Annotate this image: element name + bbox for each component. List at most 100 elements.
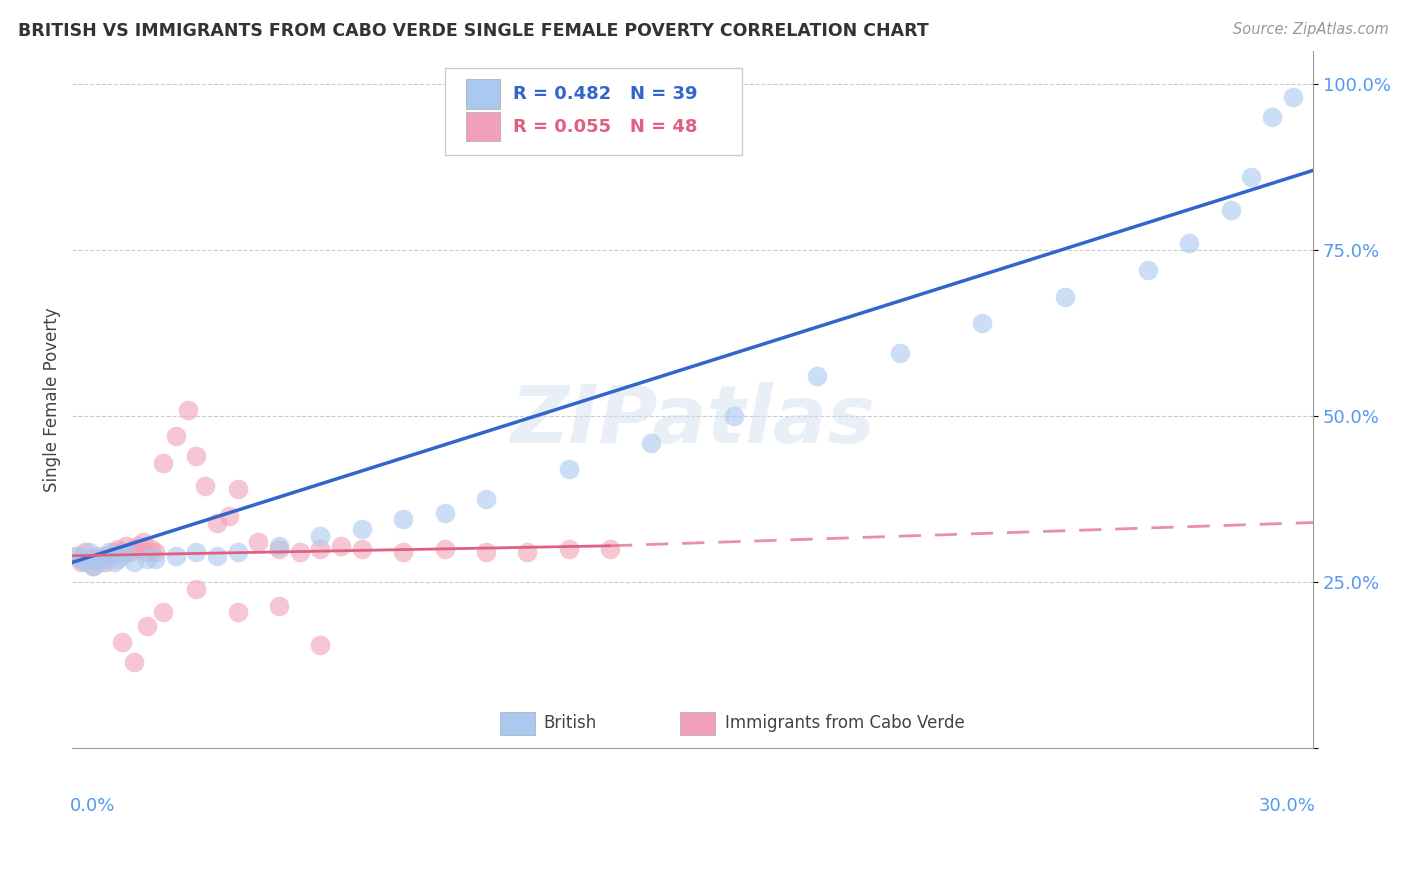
Text: R = 0.055   N = 48: R = 0.055 N = 48: [513, 118, 697, 136]
FancyBboxPatch shape: [465, 112, 501, 142]
Point: [218, 508, 240, 523]
Point: [1261, 110, 1284, 124]
Point: [165, 549, 187, 563]
Point: [98, 545, 121, 559]
Point: [557, 542, 579, 557]
Text: ZIPatlas: ZIPatlas: [510, 382, 876, 459]
Point: [475, 545, 498, 559]
Text: R = 0.482   N = 39: R = 0.482 N = 39: [513, 85, 697, 103]
Point: [82, 558, 104, 573]
Point: [194, 479, 217, 493]
Point: [226, 605, 249, 619]
Point: [475, 492, 498, 507]
Point: [205, 549, 228, 563]
Point: [86, 552, 108, 566]
Point: [90, 552, 112, 566]
FancyBboxPatch shape: [501, 712, 536, 734]
FancyBboxPatch shape: [465, 79, 501, 109]
Point: [127, 539, 149, 553]
Point: [65, 549, 87, 563]
Point: [69, 555, 91, 569]
Point: [73, 555, 96, 569]
Point: [1136, 263, 1159, 277]
Text: Source: ZipAtlas.com: Source: ZipAtlas.com: [1233, 22, 1389, 37]
Point: [107, 552, 129, 566]
Point: [124, 555, 146, 569]
Point: [152, 605, 174, 619]
Point: [107, 542, 129, 557]
Point: [139, 542, 162, 557]
Point: [135, 552, 157, 566]
Point: [186, 545, 208, 559]
Point: [267, 599, 290, 613]
Point: [94, 549, 117, 563]
Point: [226, 545, 249, 559]
Point: [186, 449, 208, 463]
Point: [131, 535, 153, 549]
Text: BRITISH VS IMMIGRANTS FROM CABO VERDE SINGLE FEMALE POVERTY CORRELATION CHART: BRITISH VS IMMIGRANTS FROM CABO VERDE SI…: [18, 22, 929, 40]
Point: [115, 539, 138, 553]
Text: British: British: [544, 714, 598, 732]
Point: [1219, 203, 1241, 218]
Point: [205, 516, 228, 530]
Point: [972, 316, 994, 330]
Point: [143, 545, 166, 559]
Point: [309, 639, 332, 653]
Point: [267, 542, 290, 557]
Y-axis label: Single Female Poverty: Single Female Poverty: [44, 307, 60, 491]
Point: [143, 552, 166, 566]
Point: [135, 618, 157, 632]
Point: [433, 542, 456, 557]
Point: [82, 558, 104, 573]
Point: [1178, 236, 1201, 251]
Point: [111, 549, 134, 563]
Point: [77, 545, 100, 559]
Point: [1054, 289, 1077, 303]
Point: [723, 409, 745, 424]
Point: [103, 545, 125, 559]
Point: [1281, 90, 1303, 104]
Point: [135, 545, 157, 559]
Point: [98, 549, 121, 563]
Point: [330, 539, 353, 553]
Point: [640, 435, 662, 450]
Point: [433, 506, 456, 520]
Point: [1240, 169, 1263, 184]
Point: [90, 555, 112, 569]
Point: [69, 552, 91, 566]
Point: [120, 545, 142, 559]
Point: [115, 545, 138, 559]
Point: [309, 529, 332, 543]
Point: [350, 522, 373, 536]
Point: [806, 369, 828, 384]
Point: [889, 346, 911, 360]
Point: [73, 545, 96, 559]
Point: [86, 549, 108, 563]
FancyBboxPatch shape: [444, 68, 742, 155]
Point: [599, 542, 621, 557]
Point: [165, 429, 187, 443]
Point: [111, 635, 134, 649]
Text: 30.0%: 30.0%: [1258, 797, 1316, 815]
Point: [392, 512, 415, 526]
Text: Immigrants from Cabo Verde: Immigrants from Cabo Verde: [725, 714, 965, 732]
Point: [124, 542, 146, 557]
Point: [557, 462, 579, 476]
Point: [65, 549, 87, 563]
Point: [124, 655, 146, 669]
Point: [152, 456, 174, 470]
Text: 0.0%: 0.0%: [70, 797, 115, 815]
Point: [103, 555, 125, 569]
Point: [350, 542, 373, 557]
Point: [186, 582, 208, 596]
Point: [94, 555, 117, 569]
Point: [309, 542, 332, 557]
Point: [288, 545, 311, 559]
Point: [267, 539, 290, 553]
Point: [177, 402, 200, 417]
Point: [392, 545, 415, 559]
Point: [226, 483, 249, 497]
Point: [247, 535, 270, 549]
Point: [111, 545, 134, 559]
FancyBboxPatch shape: [681, 712, 716, 734]
